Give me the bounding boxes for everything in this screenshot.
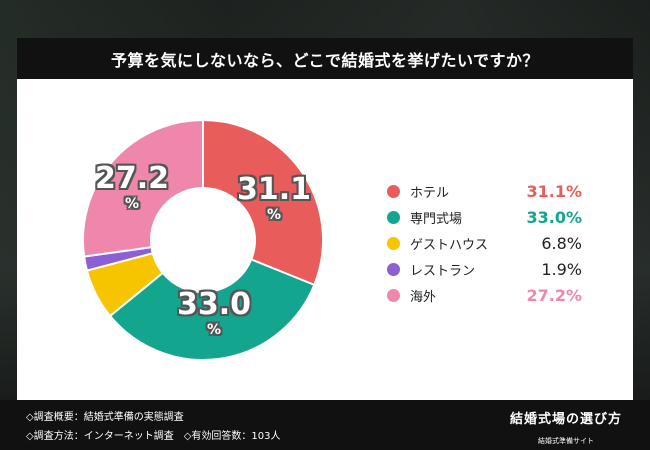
legend-value: 27.2% [526,285,582,305]
legend-label: 海外 [410,289,437,305]
data-label-venue-unit: % [207,322,222,338]
legend-value: 6.8% [541,233,582,253]
site-brand: 結婚式場の選び方 結婚式準備サイト [510,408,622,446]
survey-method-note: ◇調査方法：インターネット調査 ◇有効回答数：103人 [26,431,281,442]
legend-item-restaurant: レストラン 1.9% [387,256,587,282]
brand-name: 結婚式場の選び方 [509,412,622,427]
brand-subtitle: 結婚式準備サイト [537,437,594,445]
donut-slice-venue [108,258,316,361]
data-label-hotel-unit: % [267,207,282,223]
data-label-venue-value: 33.0 [177,287,252,322]
donut-chart [82,118,324,361]
donut-slice-hotel [202,118,324,287]
data-label-overseas-unit: % [125,196,140,212]
legend-swatch [387,288,400,302]
survey-overview-note: ◇調査概要：結婚式準備の実態調査 [26,412,184,423]
data-label-overseas-value: 27.2 [95,161,170,196]
legend-label: 専門式場 [410,211,463,227]
legend-swatch [387,236,400,250]
legend-label: ゲストハウス [410,237,489,253]
legend-item-guesthouse: ゲストハウス 6.8% [387,230,587,256]
footer-bar: ◇調査概要：結婚式準備の実態調査 ◇調査方法：インターネット調査 ◇有効回答数：… [0,400,650,450]
legend-label: レストラン [410,263,476,279]
legend-swatch [387,262,400,276]
legend-item-overseas: 海外 27.2% [387,282,587,308]
legend-label: ホテル [410,185,450,201]
legend-value: 1.9% [541,259,582,279]
legend-swatch [387,184,400,198]
legend-value: 31.1% [526,181,582,201]
legend-value: 33.0% [526,207,582,227]
legend-item-hotel: ホテル 31.1% [387,178,587,204]
chart-legend: ホテル 31.1% 専門式場 33.0% ゲストハウス 6.8% レストラン 1… [387,178,587,308]
data-label-venue: 33.0 % [177,287,252,338]
donut-slice-overseas [82,118,204,258]
legend-item-venue: 専門式場 33.0% [387,204,587,230]
chart-panel: 予算を気にしないなら、どこで結婚式を挙げたいですか？ 31.1 % 33.0 %… [17,38,633,400]
legend-swatch [387,210,400,224]
data-label-hotel: 31.1 % [237,172,312,223]
data-label-overseas: 27.2 % [95,161,170,212]
chart-title: 予算を気にしないなら、どこで結婚式を挙げたいですか？ [17,38,633,79]
data-label-hotel-value: 31.1 [237,172,312,207]
